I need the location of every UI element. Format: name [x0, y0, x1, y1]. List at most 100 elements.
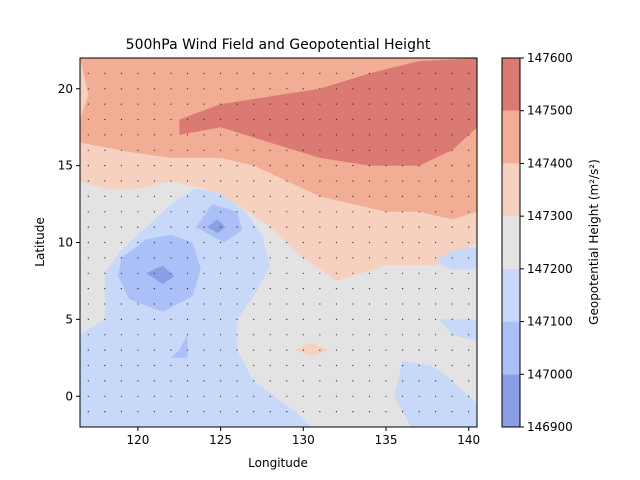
wind-vector [319, 395, 321, 397]
wind-vector [335, 318, 337, 320]
wind-vector [269, 88, 271, 90]
wind-vector [385, 103, 387, 105]
wind-vector [418, 118, 420, 121]
wind-vector [286, 303, 288, 305]
wind-vector [137, 318, 139, 320]
wind-vector [153, 364, 155, 367]
wind-vector [435, 364, 437, 367]
wind-vector [302, 241, 304, 244]
wind-vector [104, 303, 106, 305]
wind-vector [220, 72, 222, 74]
wind-vector [253, 349, 255, 351]
wind-vector [170, 318, 172, 320]
wind-vector [385, 241, 387, 244]
wind-vector [335, 72, 337, 74]
wind-vector [137, 165, 139, 167]
wind-vector [104, 334, 106, 336]
wind-vector [385, 257, 387, 259]
wind-vector [402, 195, 404, 197]
wind-vector [451, 380, 453, 382]
wind-vector [170, 226, 172, 228]
wind-vector [451, 364, 453, 367]
wind-vector [335, 380, 337, 382]
wind-vector [335, 226, 337, 228]
wind-vector [220, 103, 222, 105]
wind-vector [302, 411, 304, 413]
wind-vector [385, 165, 387, 167]
wind-vector [368, 134, 371, 136]
wind-vector [418, 180, 420, 182]
wind-vector [418, 364, 420, 367]
wind-vector [269, 149, 271, 151]
wind-vector [402, 380, 404, 382]
wind-vector [137, 72, 139, 74]
wind-vector [368, 241, 371, 244]
wind-vector [186, 257, 189, 259]
wind-vector [286, 411, 288, 413]
wind-vector [253, 257, 255, 259]
wind-vector [302, 72, 304, 74]
wind-vector [468, 395, 470, 397]
wind-vector [335, 288, 337, 290]
wind-vector [418, 257, 420, 259]
wind-vector [220, 134, 222, 136]
wind-vector [451, 272, 453, 274]
wind-vector [203, 88, 205, 90]
wind-vector [203, 211, 205, 213]
wind-vector [104, 288, 106, 290]
wind-vector [451, 411, 453, 413]
wind-vector [368, 334, 371, 336]
wind-vector [87, 349, 89, 351]
wind-vector [319, 288, 321, 290]
wind-vector [203, 303, 205, 305]
wind-vector [87, 380, 89, 382]
wind-vector [468, 165, 470, 167]
wind-vector [286, 288, 288, 290]
wind-vector [385, 226, 387, 228]
wind-vector [319, 334, 321, 336]
wind-vector [335, 195, 337, 197]
colorbar-segment [502, 110, 520, 164]
wind-vector [104, 134, 106, 136]
contour-region-3 [179, 58, 477, 166]
wind-vector [220, 272, 222, 274]
wind-vector [335, 88, 337, 90]
wind-vector [302, 364, 304, 367]
wind-vector [104, 195, 106, 197]
wind-vector [468, 241, 470, 244]
wind-vector [253, 380, 255, 382]
wind-vector [368, 72, 371, 74]
wind-vector [385, 134, 387, 136]
wind-vector [253, 395, 255, 397]
colorbar-tick-label: 147200 [527, 262, 573, 276]
wind-vector [153, 257, 155, 259]
wind-vector [385, 288, 387, 290]
wind-vector [402, 241, 404, 244]
wind-vector [435, 318, 437, 320]
wind-vector [269, 211, 271, 213]
wind-vector [170, 395, 172, 397]
wind-vector [468, 195, 470, 197]
y-tick-label: 15 [58, 159, 73, 173]
wind-vector [335, 149, 337, 151]
wind-vector [335, 364, 337, 367]
wind-vector [170, 149, 172, 151]
wind-vector [451, 241, 453, 244]
wind-vector [451, 103, 453, 105]
wind-vector [451, 288, 453, 290]
wind-vector [87, 364, 89, 367]
wind-vector [319, 364, 321, 367]
wind-vector [418, 380, 420, 382]
wind-vector [269, 118, 271, 121]
wind-vector [385, 364, 387, 367]
wind-vector [435, 395, 437, 397]
wind-vector [120, 211, 122, 213]
wind-vector [368, 257, 371, 259]
wind-vector [286, 165, 288, 167]
wind-vector [435, 226, 437, 228]
wind-vector [253, 411, 255, 413]
wind-vector [236, 395, 238, 397]
wind-vector [402, 288, 404, 290]
wind-vector [385, 411, 387, 413]
